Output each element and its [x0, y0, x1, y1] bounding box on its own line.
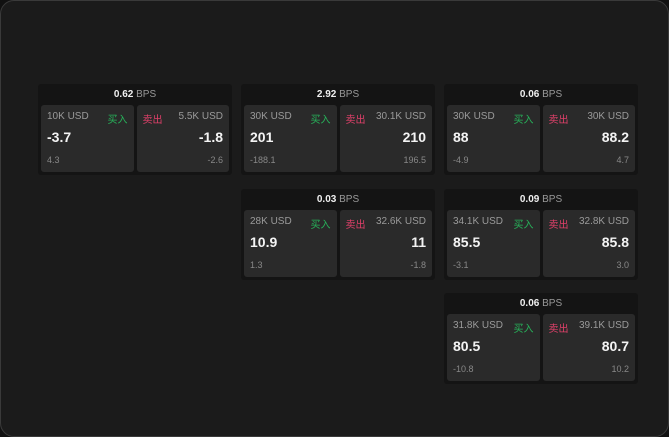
buy-delta: -3.1: [453, 260, 469, 270]
spread-unit: BPS: [136, 89, 157, 100]
sell-delta: 3.0: [616, 260, 629, 270]
buy-price: 10.9: [250, 234, 278, 250]
sell-label: 卖出: [345, 115, 366, 126]
buy-label: 买入: [107, 115, 128, 126]
buy-size: 10K USD: [47, 111, 89, 122]
buy-price: -3.7: [47, 129, 72, 145]
spread-unit: BPS: [542, 194, 563, 205]
sell-button[interactable]: 卖出 5.5K USD -1.8 -2.6: [136, 105, 229, 172]
sell-price: 80.7: [601, 338, 629, 354]
sell-price: -1.8: [198, 129, 223, 145]
buy-price: 80.5: [453, 338, 481, 354]
buy-delta: 1.3: [250, 260, 263, 270]
sell-price: 210: [402, 129, 426, 145]
sell-price: 88.2: [601, 129, 629, 145]
sell-button[interactable]: 卖出 30K USD 88.2 4.7: [542, 105, 635, 172]
spread-value: 0.62: [113, 89, 134, 100]
quote-card: 0.06 BPS 30K USD 买入 88 -4.9 卖出 30K USD 88.…: [444, 84, 638, 175]
sell-label: 卖出: [548, 220, 569, 231]
sell-label: 卖出: [142, 115, 163, 126]
buy-label: 买入: [310, 220, 331, 231]
spread-header: 0.03 BPS: [241, 189, 435, 210]
sell-button[interactable]: 卖出 30.1K USD 210 196.5: [339, 105, 432, 172]
spread-header: 0.09 BPS: [444, 189, 638, 210]
spread-header: 0.06 BPS: [444, 293, 638, 314]
buy-button[interactable]: 28K USD 买入 10.9 1.3: [244, 210, 337, 277]
sell-button[interactable]: 卖出 32.8K USD 85.8 3.0: [542, 210, 635, 277]
buy-delta: -4.9: [453, 155, 469, 165]
quote-card: 0.06 BPS 31.8K USD 买入 80.5 -10.8 卖出 39.1K …: [444, 293, 638, 384]
sell-size: 32.8K USD: [578, 216, 629, 227]
spread-value: 0.09: [519, 194, 540, 205]
sell-size: 32.6K USD: [375, 216, 426, 227]
buy-label: 买入: [513, 115, 534, 126]
buy-size: 28K USD: [250, 216, 292, 227]
spread-value: 2.92: [316, 89, 337, 100]
sell-price: 85.8: [601, 234, 629, 250]
buy-size: 30K USD: [250, 111, 292, 122]
buy-price: 201: [250, 129, 274, 145]
spread-unit: BPS: [339, 89, 360, 100]
quote-card: 0.62 BPS 10K USD 买入 -3.7 4.3 卖出 5.5K USD -…: [38, 84, 232, 175]
sell-delta: 10.2: [611, 364, 629, 374]
sell-size: 30K USD: [587, 111, 629, 122]
buy-button[interactable]: 34.1K USD 买入 85.5 -3.1: [447, 210, 540, 277]
buy-delta: -10.8: [453, 364, 474, 374]
quote-card: 0.03 BPS 28K USD 买入 10.9 1.3 卖出 32.6K USD …: [241, 189, 435, 280]
buy-button[interactable]: 31.8K USD 买入 80.5 -10.8: [447, 314, 540, 381]
buy-size: 34.1K USD: [453, 216, 504, 227]
spread-unit: BPS: [339, 194, 360, 205]
sell-delta: -1.8: [410, 260, 426, 270]
buy-button[interactable]: 10K USD 买入 -3.7 4.3: [41, 105, 134, 172]
spread-value: 0.06: [519, 89, 540, 100]
quote-card: 0.09 BPS 34.1K USD 买入 85.5 -3.1 卖出 32.8K U…: [444, 189, 638, 280]
spread-header: 0.62 BPS: [38, 84, 232, 105]
quote-card: 2.92 BPS 30K USD 买入 201 -188.1 卖出 30.1K US…: [241, 84, 435, 175]
buy-size: 30K USD: [453, 111, 495, 122]
spread-header: 2.92 BPS: [241, 84, 435, 105]
spread-header: 0.06 BPS: [444, 84, 638, 105]
sell-label: 卖出: [548, 324, 569, 335]
buy-delta: 4.3: [47, 155, 60, 165]
buy-label: 买入: [513, 220, 534, 231]
sell-delta: 196.5: [403, 155, 426, 165]
sell-label: 卖出: [548, 115, 569, 126]
sell-button[interactable]: 卖出 39.1K USD 80.7 10.2: [542, 314, 635, 381]
buy-button[interactable]: 30K USD 买入 88 -4.9: [447, 105, 540, 172]
sell-label: 卖出: [345, 220, 366, 231]
sell-price: 11: [411, 234, 426, 250]
sell-size: 30.1K USD: [375, 111, 426, 122]
buy-price: 85.5: [453, 234, 481, 250]
spread-unit: BPS: [542, 298, 563, 309]
sell-button[interactable]: 卖出 32.6K USD 11 -1.8: [339, 210, 432, 277]
sell-delta: 4.7: [616, 155, 629, 165]
buy-label: 买入: [310, 115, 331, 126]
sell-delta: -2.6: [207, 155, 223, 165]
buy-delta: -188.1: [250, 155, 276, 165]
buy-size: 31.8K USD: [453, 320, 504, 331]
buy-price: 88: [453, 129, 469, 145]
spread-value: 0.06: [519, 298, 540, 309]
buy-label: 买入: [513, 324, 534, 335]
buy-button[interactable]: 30K USD 买入 201 -188.1: [244, 105, 337, 172]
spread-unit: BPS: [542, 89, 563, 100]
sell-size: 39.1K USD: [578, 320, 629, 331]
sell-size: 5.5K USD: [178, 111, 223, 122]
spread-value: 0.03: [316, 194, 337, 205]
